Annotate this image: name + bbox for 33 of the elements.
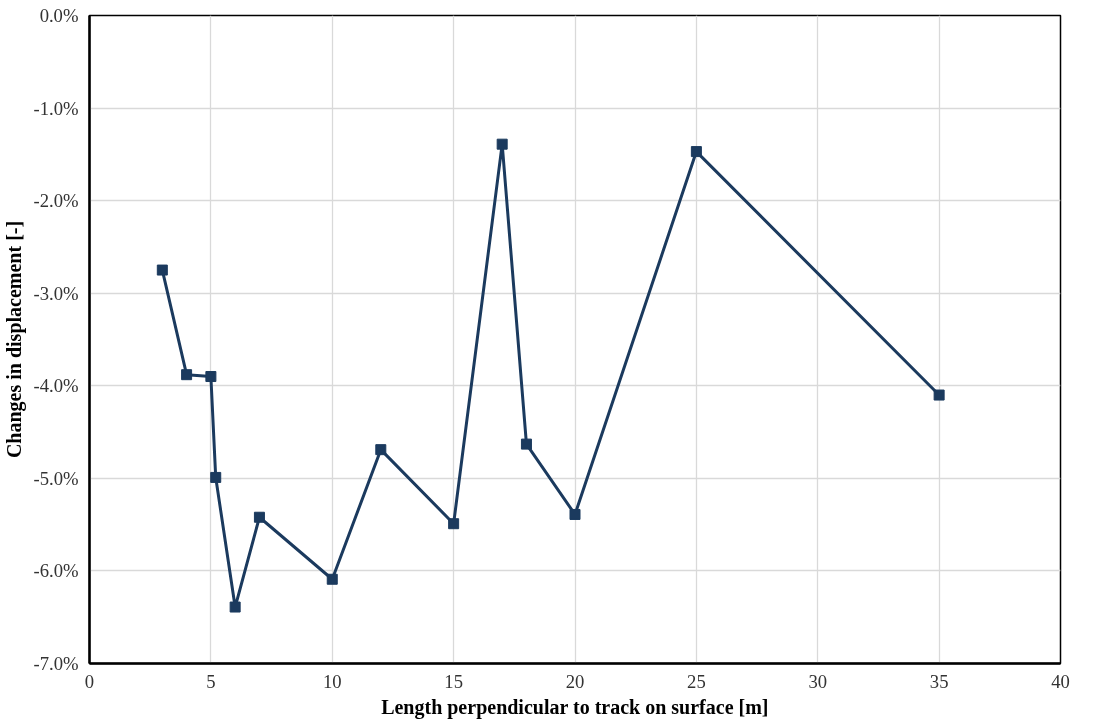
x-tick-label: 25 (687, 670, 706, 692)
x-tick-label: 40 (1051, 670, 1070, 692)
point (375, 444, 387, 456)
x-axis-title: Length perpendicular to track on surface [m] (381, 695, 769, 719)
point (181, 369, 193, 381)
x-tick-label: 20 (565, 670, 585, 692)
x-tick-label: 30 (808, 670, 828, 692)
y-tick-label: -3.0% (33, 282, 79, 304)
point (326, 573, 338, 585)
point (253, 511, 265, 523)
point (496, 138, 508, 150)
y-tick-label: -5.0% (33, 467, 79, 489)
point (690, 146, 702, 158)
y-tick-label: -7.0% (33, 653, 79, 674)
x-tick-label: 35 (929, 670, 949, 692)
y-tick-label: 0.0% (39, 5, 79, 26)
y-tick-label: -4.0% (33, 375, 79, 397)
point (448, 518, 460, 530)
y-tick-label: -2.0% (33, 190, 79, 212)
point (229, 601, 241, 613)
point (933, 389, 945, 401)
point (210, 471, 222, 483)
y-tick-label: -6.0% (33, 560, 79, 582)
y-axis-title: Changes in displacement [-] (3, 220, 27, 459)
point (569, 508, 581, 520)
x-tick-label: 15 (444, 670, 463, 692)
point (205, 371, 217, 383)
x-tick-label: 5 (206, 670, 216, 692)
point (520, 438, 532, 450)
y-tick-label: -1.0% (33, 97, 79, 119)
point (156, 264, 168, 276)
x-tick-label: 10 (322, 670, 342, 692)
x-tick-label: 0 (84, 670, 95, 692)
